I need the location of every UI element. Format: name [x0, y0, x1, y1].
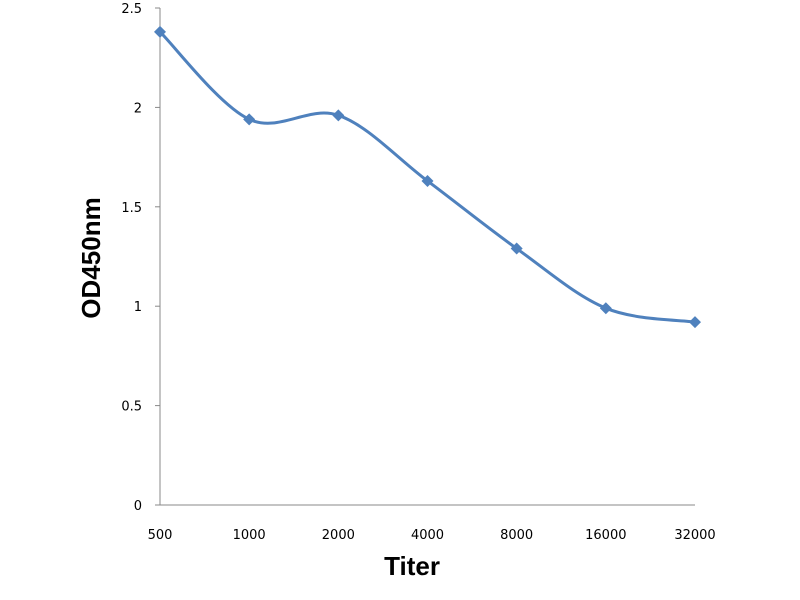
y-tick-label: 0 — [134, 499, 142, 514]
data-point-marker — [421, 174, 434, 187]
x-tick-label: 500 — [148, 528, 173, 543]
x-tick-label: 1000 — [233, 528, 266, 543]
x-axis-ticks: 500 1000 2000 4000 8000 16000 32000 — [148, 528, 716, 543]
y-tick-label: 2 — [134, 101, 142, 116]
data-point-marker — [332, 109, 345, 122]
x-tick-label: 8000 — [500, 528, 533, 543]
y-tick-label: 1 — [134, 300, 142, 315]
data-point-marker — [243, 113, 256, 126]
y-tick-label: 1.5 — [121, 201, 142, 216]
data-point-marker — [689, 316, 701, 329]
y-tick-label: 2.5 — [121, 2, 142, 17]
x-tick-label: 32000 — [674, 528, 715, 543]
series-markers — [154, 25, 701, 329]
x-axis-title: Titer — [384, 551, 440, 581]
data-point-marker — [510, 242, 523, 255]
x-tick-label: 16000 — [585, 528, 626, 543]
x-tick-label: 2000 — [322, 528, 355, 543]
y-axis-title: OD450nm — [76, 197, 106, 318]
data-point-marker — [599, 302, 612, 315]
y-tick-label: 0.5 — [121, 400, 142, 415]
y-axis-ticks: 0 0.5 1 1.5 2 2.5 — [121, 2, 160, 514]
data-point-marker — [154, 25, 166, 38]
x-tick-label: 4000 — [411, 528, 444, 543]
